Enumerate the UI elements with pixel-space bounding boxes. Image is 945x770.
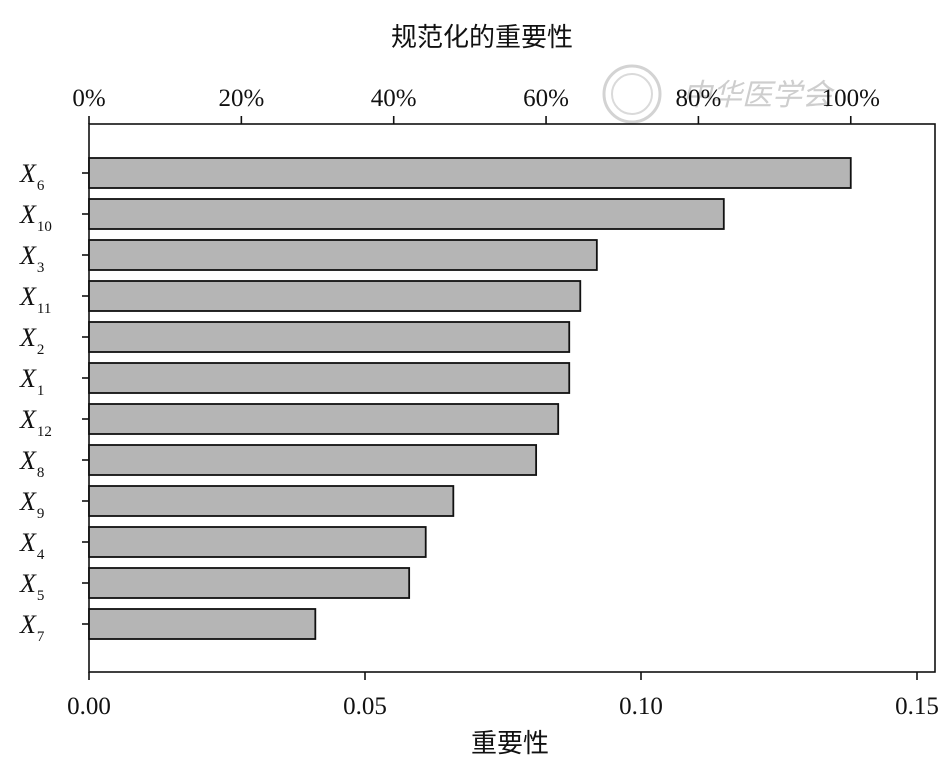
category-label: X6: [19, 159, 45, 194]
category-label: X11: [19, 282, 51, 317]
bar-X8: [88, 444, 538, 476]
bar-X1: [88, 362, 571, 394]
plot-frame: [88, 123, 936, 673]
category-label: X5: [19, 569, 44, 604]
category-label: X10: [19, 200, 52, 235]
chart-title: 规范化的重要性: [391, 23, 573, 53]
bar-X6: [88, 157, 852, 189]
x-tick-label: 0.05: [343, 693, 387, 720]
category-label: X3: [19, 241, 44, 276]
top-tick-label: 80%: [675, 85, 721, 112]
watermark-logo: 中华医学会: [602, 64, 835, 124]
bar-X10: [88, 198, 725, 230]
category-label: X12: [19, 405, 52, 440]
x-tick-label: 0.00: [67, 693, 111, 720]
bar-X2: [88, 321, 571, 353]
bar-X9: [88, 485, 455, 517]
category-label: X9: [19, 487, 44, 522]
category-label: X2: [19, 323, 44, 358]
x-tick-label: 0.10: [619, 693, 663, 720]
bar-X3: [88, 239, 598, 271]
category-label: X7: [19, 610, 45, 645]
bottom-axis: 0.00 0.05 0.10 0.15: [67, 672, 939, 720]
category-label: X4: [19, 528, 45, 563]
category-label: X8: [19, 446, 44, 481]
bar-X11: [88, 280, 582, 312]
bar-X5: [88, 567, 411, 599]
top-tick-label: 100%: [822, 85, 880, 112]
watermark-text: 中华医学会: [682, 78, 835, 113]
category-axis: X6 X10 X3 X11 X2 X1 X12 X8 X9 X4 X5 X7: [19, 159, 89, 645]
top-axis: 0% 20% 40% 60% 80% 100%: [72, 85, 880, 124]
x-axis-label: 重要性: [471, 729, 549, 759]
bar-X12: [88, 403, 560, 435]
top-tick-label: 60%: [523, 85, 569, 112]
top-tick-label: 40%: [371, 85, 417, 112]
bar-X7: [88, 608, 317, 640]
bars-layer: [88, 157, 852, 640]
bar-X4: [88, 526, 427, 558]
top-tick-label: 20%: [218, 85, 264, 112]
top-tick-label: 0%: [72, 85, 105, 112]
x-tick-label: 0.15: [895, 693, 939, 720]
category-label: X1: [19, 364, 44, 399]
